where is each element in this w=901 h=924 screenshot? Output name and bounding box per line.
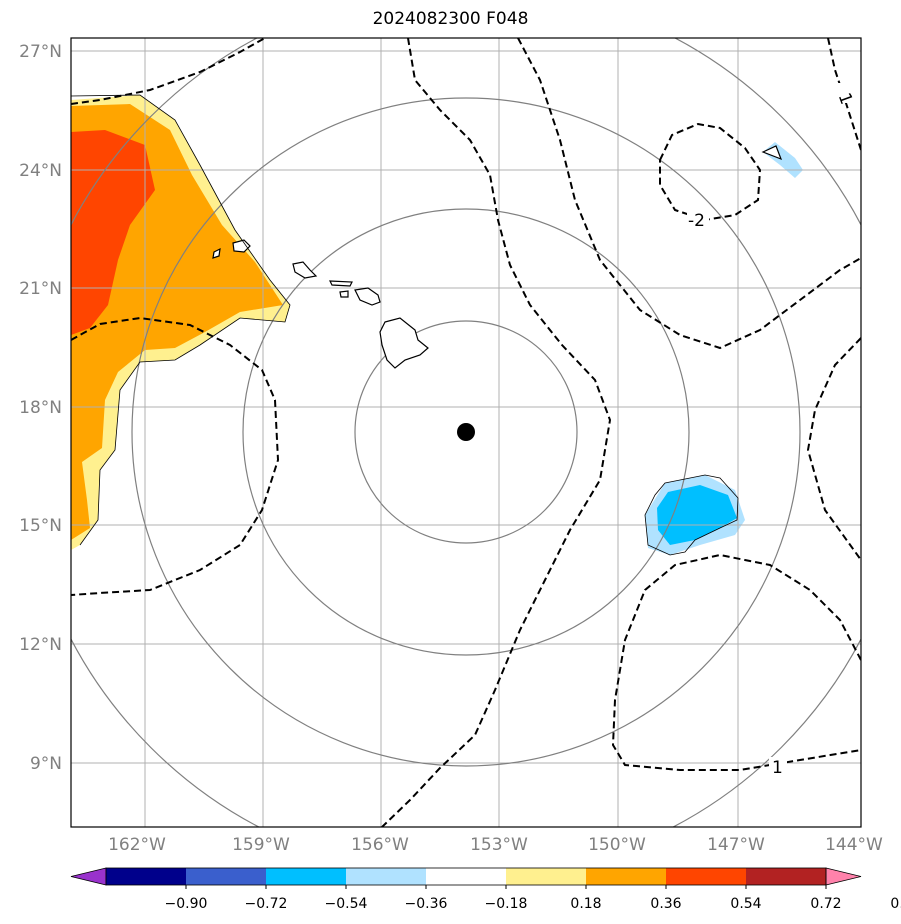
anomaly-outline-west (71, 94, 291, 546)
contour-labels: 1 -2 1 (687, 83, 856, 778)
colorbar-swatch (426, 868, 506, 885)
lon-axis: 162°W 159°W 156°W 153°W 150°W 147°W 144°… (108, 835, 883, 855)
colorbar-swatch (266, 868, 346, 885)
island-big-island (379, 317, 429, 369)
colorbar-swatch (746, 868, 826, 885)
island-lanai (339, 290, 349, 298)
contour-ne-large (517, 38, 861, 350)
range-rings (71, 38, 861, 827)
lat-tick: 9°N (30, 754, 62, 774)
colorbar: −0.90 −0.72 −0.54 −0.36 −0.18 0.18 0.36 0.54 0.7… (70, 867, 901, 912)
map-border (70, 37, 862, 828)
colorbar-label: 0.36 (650, 896, 681, 912)
lat-tick: 18°N (19, 398, 62, 418)
lat-tick: 12°N (19, 635, 62, 655)
colorbar-label: 0.18 (570, 896, 601, 912)
colorbar-extend-high (825, 867, 862, 886)
colorbar-label: −0.72 (245, 896, 288, 912)
storm-center-marker (457, 423, 475, 441)
lon-tick: 147°W (707, 835, 765, 855)
lon-tick: 144°W (825, 835, 883, 855)
colorbar-swatch (346, 868, 426, 885)
colorbar-label: −0.54 (325, 896, 368, 912)
lon-tick: 156°W (351, 835, 409, 855)
contour-west (71, 316, 280, 596)
grid-lines (71, 38, 861, 827)
lon-tick: 150°W (588, 835, 646, 855)
colorbar-swatch (186, 868, 266, 885)
contour-label-top-right: 1 (834, 90, 856, 107)
lon-tick: 153°W (470, 835, 528, 855)
lat-tick: 15°N (19, 516, 62, 536)
contour-se (611, 553, 861, 771)
colorbar-label: −0.36 (405, 896, 448, 912)
map-title: 2024082300 F048 (372, 9, 529, 29)
negative-anomaly-cyan (657, 485, 737, 545)
lat-tick: 27°N (19, 42, 62, 62)
positive-anomaly-red (71, 130, 155, 335)
contour-central (381, 38, 612, 827)
colorbar-swatch (586, 868, 666, 885)
lon-tick: 162°W (108, 835, 166, 855)
colorbar-border (105, 867, 827, 886)
island-maui (354, 287, 381, 306)
colorbar-swatch (106, 868, 186, 885)
island-niihau (212, 247, 221, 259)
anomaly-outline-east (644, 474, 739, 556)
island-nihoa (761, 145, 783, 161)
island-molokai (329, 280, 353, 287)
lat-tick: 21°N (19, 279, 62, 299)
colorbar-label: 0.54 (730, 896, 761, 912)
contour-nw (71, 38, 266, 105)
lon-tick: 159°W (232, 835, 290, 855)
anomaly-fills (71, 95, 803, 555)
island-oahu (292, 261, 318, 279)
colorbar-swatch (666, 868, 746, 885)
map-area: 1 -2 1 (71, 38, 861, 827)
colorbar-extend-low (70, 867, 107, 886)
colorbar-label: 0.90 (890, 896, 901, 912)
contour-east (806, 337, 861, 561)
colorbar-label: −0.90 (165, 896, 208, 912)
contour-label-ring: -2 (688, 211, 705, 231)
colorbar-label: 0.72 (810, 896, 841, 912)
hawaiian-islands (71, 94, 783, 556)
negative-anomaly-small (763, 142, 803, 178)
colorbar-swatch (506, 868, 586, 885)
lat-tick: 24°N (19, 161, 62, 181)
contour-label-se: 1 (772, 758, 783, 778)
colorbar-label: −0.18 (485, 896, 528, 912)
lat-axis: 27°N 24°N 21°N 18°N 15°N 12°N 9°N (19, 42, 62, 774)
